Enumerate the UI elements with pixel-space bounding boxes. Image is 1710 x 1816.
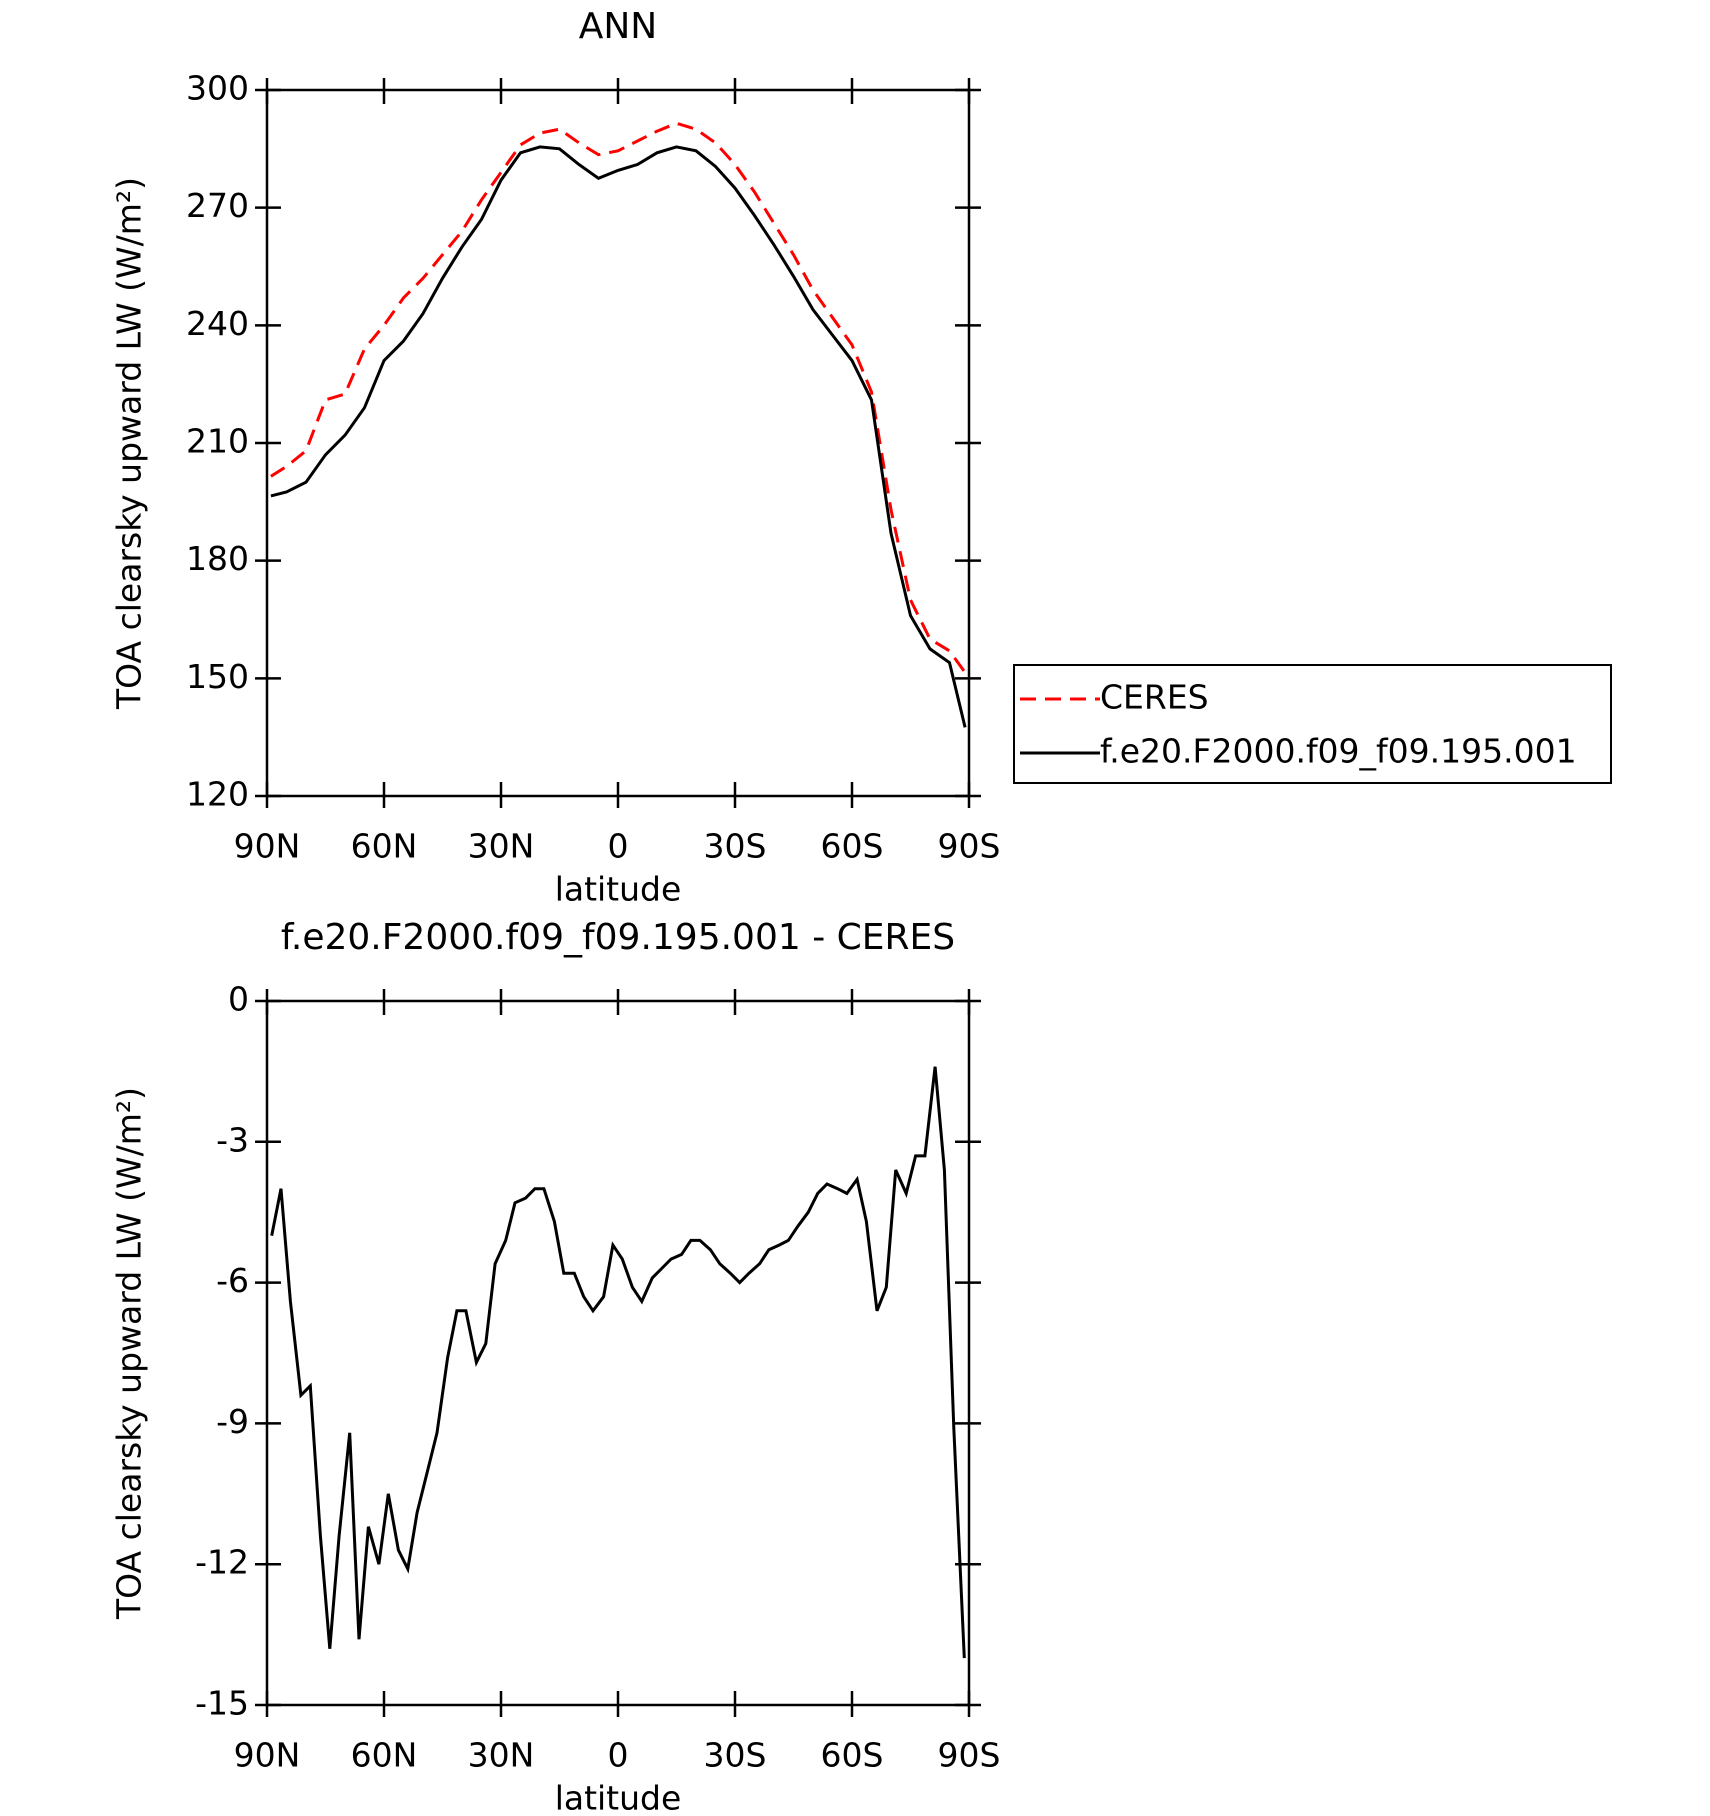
x-tick-label: 30S xyxy=(704,1736,767,1775)
x-tick-label: 90N xyxy=(234,827,301,866)
chart-title: f.e20.F2000.f09_f09.195.001 - CERES xyxy=(281,917,955,958)
data-line xyxy=(270,145,967,728)
x-tick-label: 30N xyxy=(468,827,535,866)
y-axis-label: TOA clearsky upward LW (W/m²) xyxy=(110,1087,149,1620)
plot-frame xyxy=(265,88,971,798)
x-tick-label: 30N xyxy=(468,1736,535,1775)
x-tick-label: 0 xyxy=(608,827,629,866)
x-tick-label: 60N xyxy=(351,827,418,866)
y-tick-label: 120 xyxy=(186,775,249,814)
y-tick-label: 270 xyxy=(186,186,249,225)
y-tick-label: -9 xyxy=(216,1402,249,1441)
x-tick-label: 0 xyxy=(608,1736,629,1775)
y-tick-label: 180 xyxy=(186,539,249,578)
y-tick-label: 240 xyxy=(186,304,249,343)
y-tick-label: -15 xyxy=(195,1684,249,1723)
y-tick-label: 150 xyxy=(186,657,249,696)
x-tick-label: 60N xyxy=(351,1736,418,1775)
y-tick-label: 300 xyxy=(186,69,249,108)
x-tick-label: 60S xyxy=(821,1736,884,1775)
y-tick-label: -3 xyxy=(216,1120,249,1159)
data-line xyxy=(270,121,967,674)
x-tick-label: 90S xyxy=(938,827,1001,866)
x-axis-label: latitude xyxy=(555,870,682,909)
legend-label: CERES xyxy=(1100,678,1209,717)
y-axis-label: TOA clearsky upward LW (W/m²) xyxy=(110,177,149,710)
x-axis-label: latitude xyxy=(555,1779,682,1816)
x-tick-label: 30S xyxy=(704,827,767,866)
chart-title: ANN xyxy=(579,6,658,47)
y-tick-label: 0 xyxy=(228,980,249,1019)
y-tick-label: 210 xyxy=(186,422,249,461)
y-tick-label: -6 xyxy=(216,1261,249,1300)
data-line xyxy=(270,1066,966,1659)
x-tick-label: 60S xyxy=(821,827,884,866)
plot-frame xyxy=(265,999,971,1707)
x-tick-label: 90N xyxy=(234,1736,301,1775)
legend-label: f.e20.F2000.f09_f09.195.001 xyxy=(1100,732,1577,771)
x-tick-label: 90S xyxy=(938,1736,1001,1775)
y-tick-label: -12 xyxy=(195,1543,249,1582)
legend-box xyxy=(1013,664,1612,784)
